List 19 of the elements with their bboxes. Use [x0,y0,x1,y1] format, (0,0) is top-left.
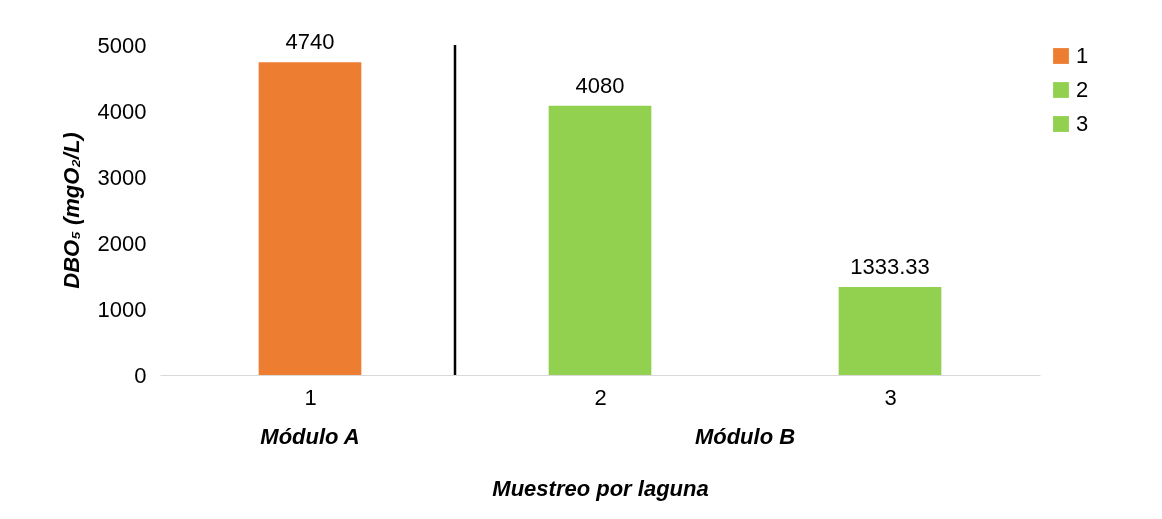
data-label: 4740 [285,29,335,55]
y-tick-label: 5000 [97,32,147,58]
y-tick-label: 1000 [97,296,147,322]
text: Módulo A [260,424,360,449]
text: Módulo B [694,424,796,449]
legend-label: 2 [1076,77,1089,102]
legend-label: 1 [1076,43,1089,68]
y-axis-title: DBO₅ (mgO₂/L) [58,132,84,289]
y-tick-label: 2000 [97,230,147,256]
y-tick-label: 0 [134,362,147,388]
y-tick-label: 4000 [97,98,147,124]
data-label: 4080 [575,72,625,98]
y-tick-label: 3000 [97,164,147,190]
x-axis-title: Muestreo por laguna [492,475,709,501]
legend-label: 3 [1076,111,1089,136]
x-tick-label: 3 [884,384,897,410]
data-label: 1333.33 [850,254,930,279]
x-tick-label: 2 [594,384,607,410]
x-tick-label: 1 [304,384,317,410]
